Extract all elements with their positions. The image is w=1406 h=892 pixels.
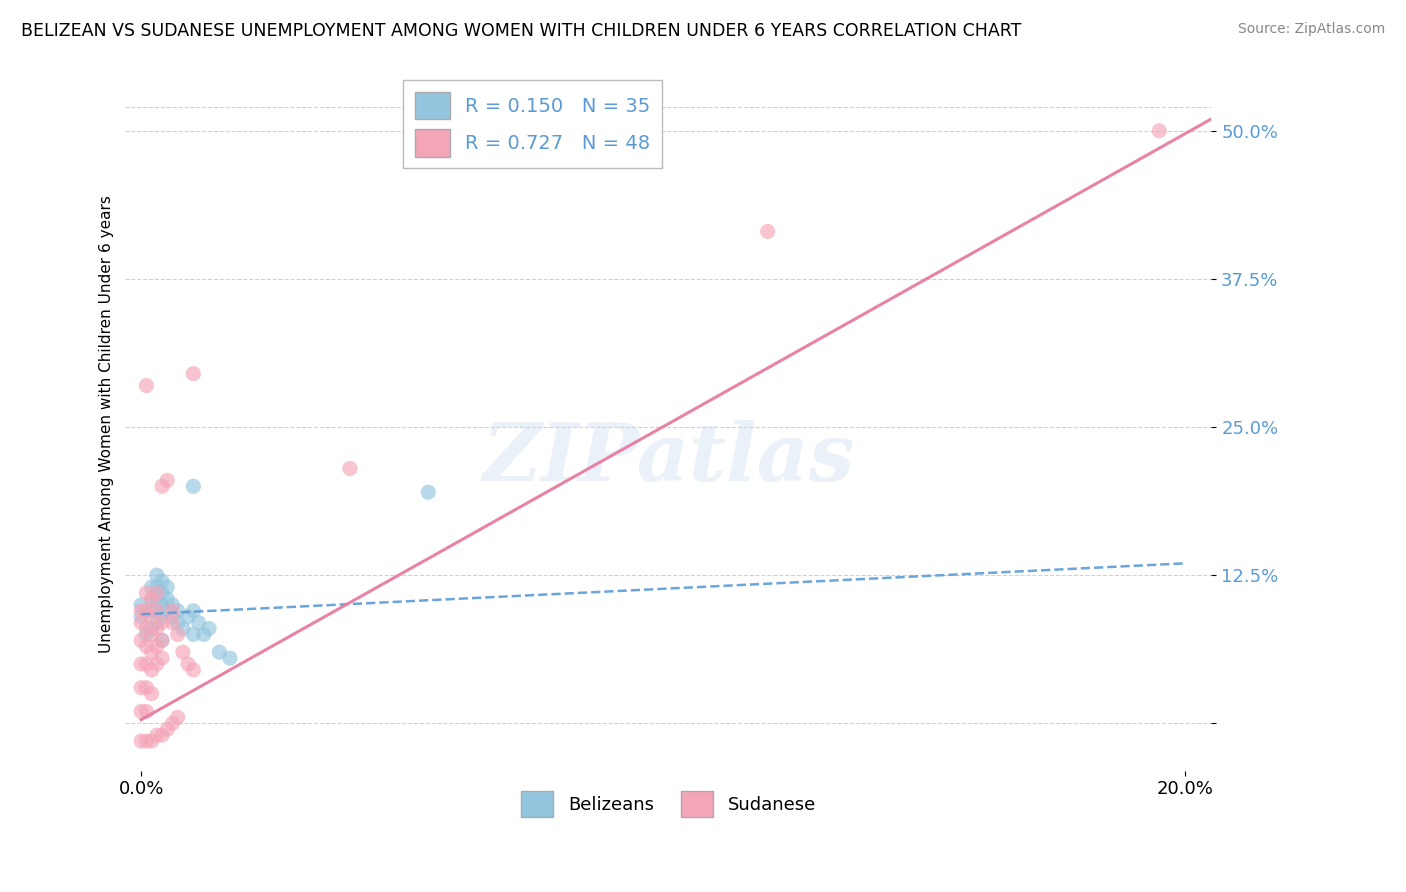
Point — [129, 598, 152, 612]
Text: BELIZEAN VS SUDANESE UNEMPLOYMENT AMONG WOMEN WITH CHILDREN UNDER 6 YEARS CORREL: BELIZEAN VS SUDANESE UNEMPLOYMENT AMONG … — [21, 22, 1022, 40]
Point — [156, 580, 179, 594]
Point — [150, 586, 173, 600]
Point — [141, 591, 163, 606]
Point — [162, 598, 184, 612]
Point — [162, 604, 184, 618]
Point — [129, 657, 152, 671]
Point — [150, 479, 173, 493]
Point — [156, 474, 179, 488]
Point — [166, 615, 188, 630]
Point — [129, 734, 152, 748]
Point — [150, 574, 173, 588]
Point — [135, 604, 157, 618]
Point — [141, 580, 163, 594]
Point — [187, 615, 209, 630]
Point — [135, 705, 157, 719]
Point — [183, 604, 205, 618]
Point — [162, 615, 184, 630]
Point — [183, 479, 205, 493]
Point — [172, 645, 194, 659]
Point — [183, 627, 205, 641]
Point — [129, 633, 152, 648]
Point — [135, 657, 157, 671]
Point — [135, 586, 157, 600]
Point — [135, 734, 157, 748]
Point — [418, 485, 440, 500]
Point — [141, 627, 163, 641]
Point — [150, 633, 173, 648]
Point — [198, 622, 221, 636]
Point — [129, 681, 152, 695]
Point — [146, 622, 169, 636]
Point — [146, 586, 169, 600]
Point — [172, 622, 194, 636]
Point — [339, 461, 361, 475]
Point — [183, 367, 205, 381]
Point — [177, 657, 200, 671]
Point — [146, 568, 169, 582]
Point — [141, 734, 163, 748]
Point — [146, 657, 169, 671]
Point — [141, 663, 163, 677]
Point — [141, 622, 163, 636]
Point — [129, 604, 152, 618]
Point — [141, 609, 163, 624]
Point — [146, 604, 169, 618]
Point — [150, 633, 173, 648]
Point — [208, 645, 231, 659]
Point — [1147, 124, 1170, 138]
Point — [150, 598, 173, 612]
Point — [146, 580, 169, 594]
Point — [166, 627, 188, 641]
Point — [166, 710, 188, 724]
Point — [135, 627, 157, 641]
Point — [162, 609, 184, 624]
Point — [135, 681, 157, 695]
Point — [193, 627, 215, 641]
Point — [219, 651, 242, 665]
Point — [162, 716, 184, 731]
Text: ZIPatlas: ZIPatlas — [482, 420, 855, 498]
Point — [129, 705, 152, 719]
Point — [135, 640, 157, 654]
Point — [129, 609, 152, 624]
Point — [146, 604, 169, 618]
Y-axis label: Unemployment Among Women with Children Under 6 years: Unemployment Among Women with Children U… — [100, 195, 114, 653]
Point — [150, 615, 173, 630]
Point — [135, 378, 157, 392]
Point — [146, 640, 169, 654]
Point — [150, 728, 173, 742]
Point — [129, 615, 152, 630]
Legend: Belizeans, Sudanese: Belizeans, Sudanese — [513, 784, 824, 824]
Point — [156, 591, 179, 606]
Point — [150, 609, 173, 624]
Point — [146, 591, 169, 606]
Point — [135, 622, 157, 636]
Point — [141, 645, 163, 659]
Point — [150, 651, 173, 665]
Point — [146, 728, 169, 742]
Point — [156, 723, 179, 737]
Point — [756, 225, 779, 239]
Point — [156, 604, 179, 618]
Point — [141, 604, 163, 618]
Text: Source: ZipAtlas.com: Source: ZipAtlas.com — [1237, 22, 1385, 37]
Point — [141, 591, 163, 606]
Point — [177, 609, 200, 624]
Point — [141, 687, 163, 701]
Point — [146, 615, 169, 630]
Point — [166, 604, 188, 618]
Point — [183, 663, 205, 677]
